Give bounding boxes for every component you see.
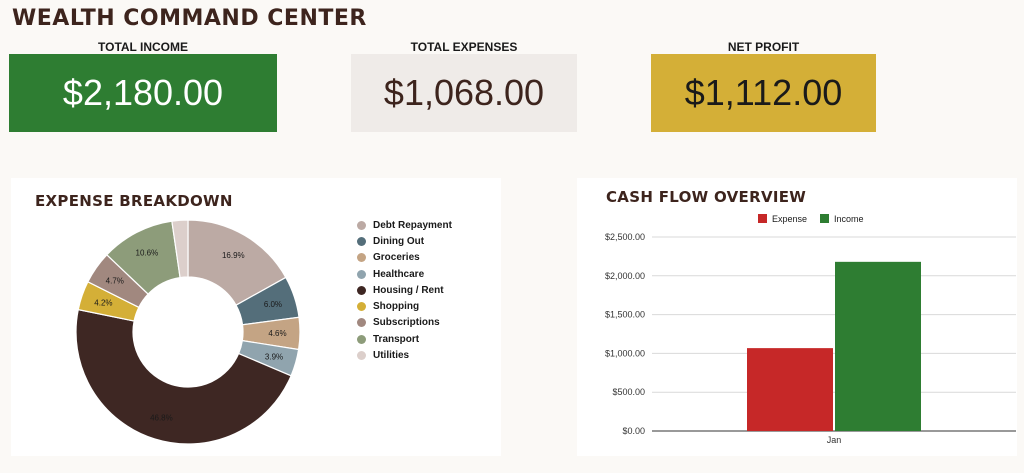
legend-swatch — [357, 302, 366, 312]
y-tick-label: $2,500.00 — [605, 232, 645, 242]
pie-data-label: 4.7% — [106, 277, 124, 286]
legend-swatch — [357, 269, 366, 279]
legend-label: Groceries — [373, 252, 420, 264]
legend-label: Utilities — [373, 350, 410, 362]
pie-data-label: 46.8% — [150, 413, 173, 422]
legend-swatch — [758, 214, 767, 223]
legend-label: Subscriptions — [373, 317, 440, 329]
legend-label: Healthcare — [373, 268, 425, 280]
y-tick-label: $500.00 — [612, 387, 645, 397]
legend-item: Healthcare — [357, 266, 452, 282]
legend-swatch — [357, 220, 366, 230]
legend-item: Groceries — [357, 250, 452, 266]
legend-label: Housing / Rent — [373, 284, 444, 296]
total-expenses-card: $1,068.00 — [351, 54, 577, 132]
legend-label: Transport — [373, 333, 420, 345]
y-tick-label: $1,000.00 — [605, 348, 645, 358]
net-profit-value: $1,112.00 — [684, 72, 843, 113]
legend-swatch — [357, 253, 366, 263]
total-income-card: $2,180.00 — [9, 54, 277, 132]
pie-data-label: 4.2% — [94, 299, 112, 308]
legend-swatch — [357, 334, 366, 344]
x-tick-label: Jan — [827, 435, 842, 445]
bar-expense — [747, 348, 833, 431]
legend-label: Income — [834, 214, 864, 224]
legend-label: Shopping — [373, 301, 420, 313]
y-tick-label: $0.00 — [622, 426, 645, 436]
legend-item: Shopping — [357, 298, 452, 314]
legend-item: Housing / Rent — [357, 282, 452, 298]
page-title: WEALTH COMMAND CENTER — [12, 6, 367, 31]
pie-data-label: 4.6% — [268, 329, 286, 338]
legend-label: Dining Out — [373, 235, 425, 247]
legend-swatch — [357, 236, 366, 246]
legend-item: Subscriptions — [357, 315, 452, 331]
total-income-value: $2,180.00 — [62, 72, 224, 113]
total-income-label: TOTAL INCOME — [98, 40, 188, 54]
pie-slice-utilities — [171, 219, 189, 279]
pie-slice-housing-rent — [75, 308, 292, 445]
pie-data-label: 3.9% — [265, 353, 283, 362]
legend-label: Expense — [772, 214, 807, 224]
y-tick-label: $2,000.00 — [605, 271, 645, 281]
legend-label: Debt Repayment — [373, 219, 452, 231]
expense-breakdown-title: EXPENSE BREAKDOWN — [35, 192, 233, 210]
net-profit-label: NET PROFIT — [727, 40, 800, 54]
pie-data-label: 6.0% — [264, 300, 282, 309]
total-expenses-label: TOTAL EXPENSES — [410, 40, 518, 54]
legend-swatch — [820, 214, 829, 223]
legend-item: Utilities — [357, 347, 452, 363]
legend-item: Transport — [357, 331, 452, 347]
legend-swatch — [357, 285, 366, 295]
legend-swatch — [357, 351, 366, 361]
y-tick-label: $1,500.00 — [605, 310, 645, 320]
legend-item: Debt Repayment — [357, 217, 452, 233]
cash-flow-title: CASH FLOW OVERVIEW — [606, 188, 807, 206]
expense-legend: Debt Repayment Dining Out Groceries Healthc… — [357, 217, 452, 364]
net-profit-card: $1,112.00 — [651, 54, 876, 132]
total-expenses-value: $1,068.00 — [383, 72, 545, 113]
pie-data-label: 16.9% — [222, 251, 245, 260]
bar-income — [835, 261, 921, 431]
legend-item: Dining Out — [357, 233, 452, 249]
pie-data-label: 10.6% — [136, 249, 159, 258]
legend-swatch — [357, 318, 366, 328]
